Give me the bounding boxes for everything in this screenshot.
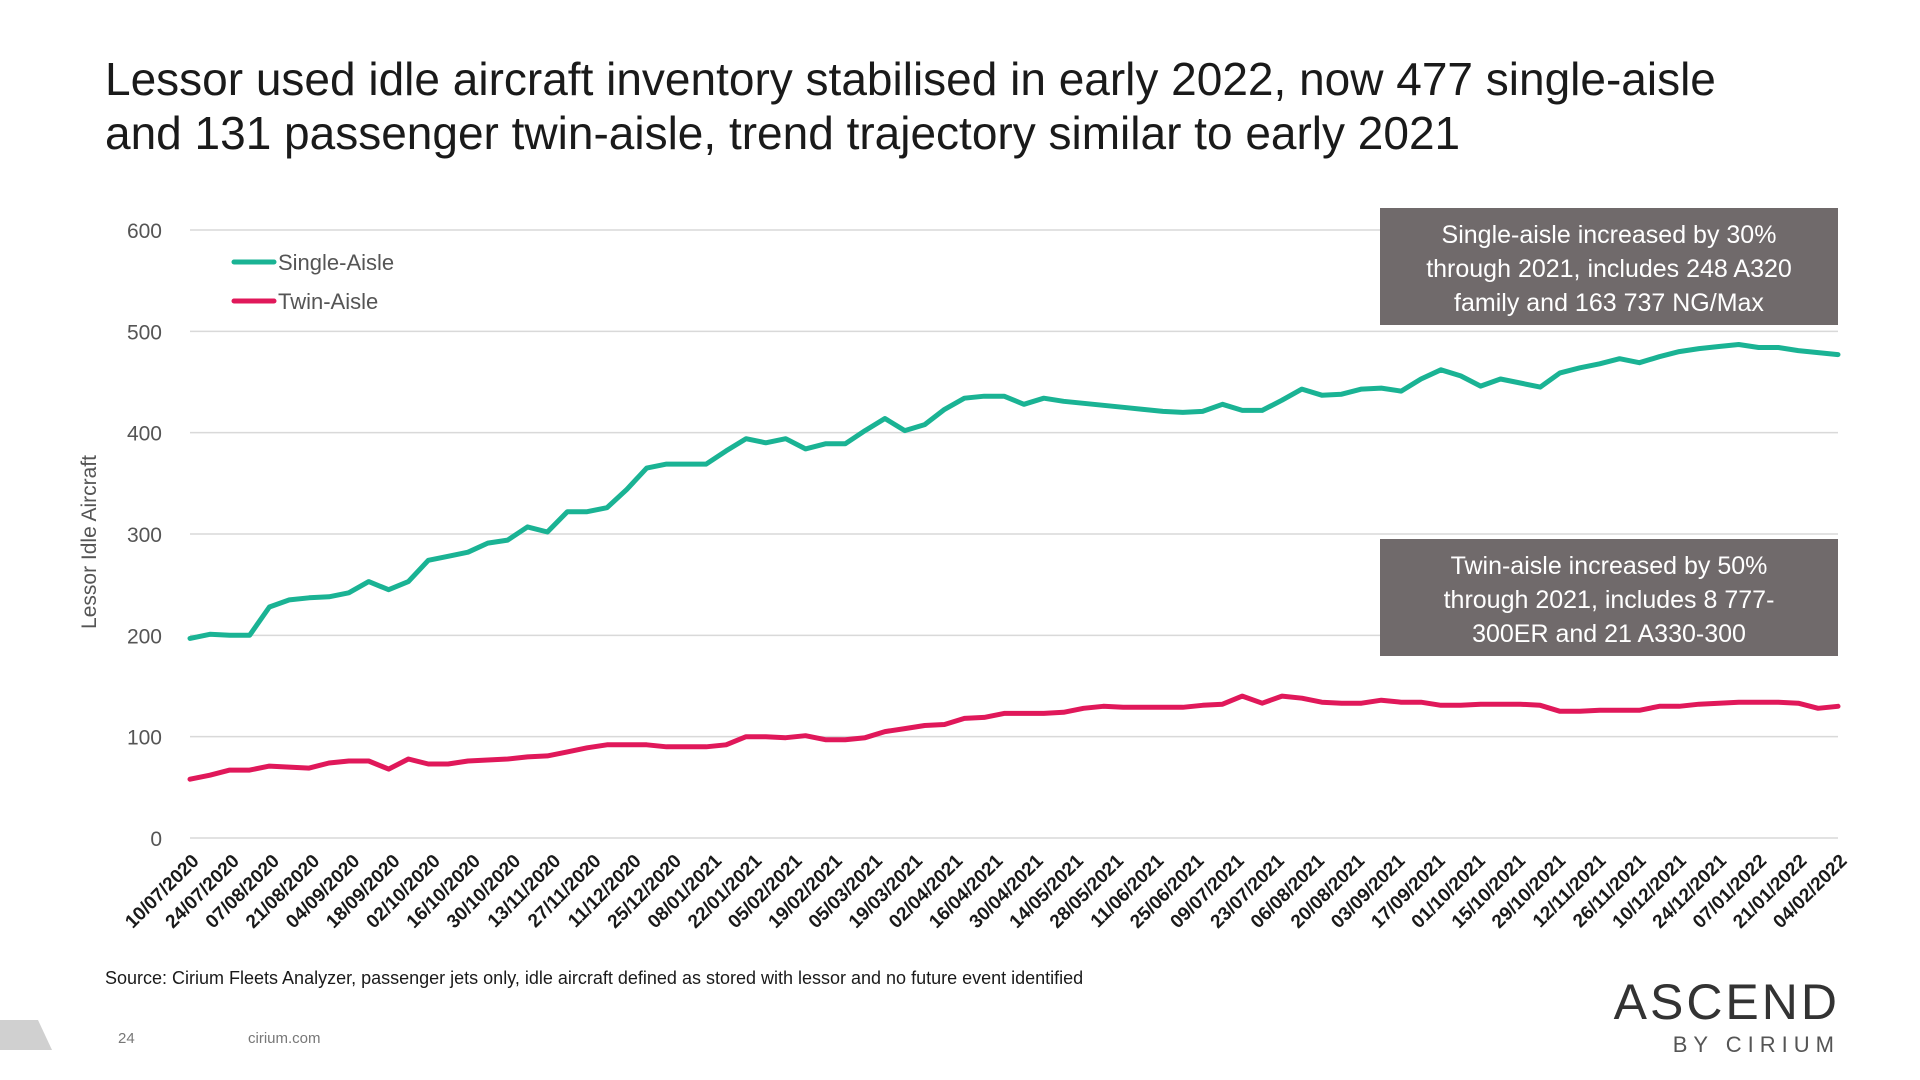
- series-lines: [187, 342, 1841, 782]
- y-tick-label: 300: [127, 524, 162, 547]
- legend-label-twin-aisle: Twin-Aisle: [278, 289, 378, 314]
- source-note: Source: Cirium Fleets Analyzer, passenge…: [105, 968, 1084, 988]
- annotation-twin-line-3: 300ER and 21 A330-300: [1472, 620, 1746, 648]
- annotation-twin-line-1: Twin-aisle increased by 50%: [1450, 552, 1768, 580]
- x-tick-labels: 10/07/202024/07/202007/08/202021/08/2020…: [121, 850, 1851, 932]
- y-tick-label: 100: [127, 727, 162, 750]
- y-tick-label: 600: [127, 220, 162, 243]
- line-chart: 0 100 200 300 400 500 600 10/07/202024/07/2020…: [78, 220, 1852, 933]
- logo-main-text: ASCEND: [1613, 974, 1840, 1030]
- title-line-2: and 131 passenger twin-aisle, trend traj…: [105, 107, 1461, 159]
- footer-url: cirium.com: [248, 1030, 321, 1047]
- y-tick-label: 500: [127, 321, 162, 344]
- annotation-twin-aisle: Twin-aisle increased by 50% through 2021…: [1380, 539, 1838, 656]
- annotation-twin-line-2: through 2021, includes 8 777-: [1443, 586, 1775, 614]
- y-tick-label: 0: [150, 828, 162, 851]
- annotation-single-line-3: family and 163 737 NG/Max: [1454, 289, 1764, 317]
- annotation-single-aisle: Single-aisle increased by 30% through 20…: [1380, 208, 1838, 325]
- y-tick-label: 200: [127, 625, 162, 648]
- legend-label-single-aisle: Single-Aisle: [278, 250, 394, 275]
- page-number: 24: [118, 1030, 135, 1047]
- corner-decoration: [0, 1020, 52, 1050]
- series-line-twin-aisle: [187, 693, 1841, 782]
- slide-title: Lessor used idle aircraft inventory stab…: [105, 52, 1855, 160]
- y-axis-title: Lessor Idle Aircraft: [78, 455, 101, 629]
- y-tick-labels: 0 100 200 300 400 500 600: [127, 220, 162, 851]
- legend: Single-Aisle Twin-Aisle: [231, 250, 394, 314]
- series-line-single-aisle: [187, 342, 1841, 641]
- logo-sub-text: BY CIRIUM: [1672, 1032, 1840, 1057]
- annotation-single-line-2: through 2021, includes 248 A320: [1426, 255, 1792, 283]
- title-line-1: Lessor used idle aircraft inventory stab…: [105, 53, 1716, 105]
- y-tick-label: 400: [127, 423, 162, 446]
- annotation-single-line-1: Single-aisle increased by 30%: [1441, 221, 1777, 249]
- ascend-logo: ASCEND BY CIRIUM: [1590, 976, 1840, 1066]
